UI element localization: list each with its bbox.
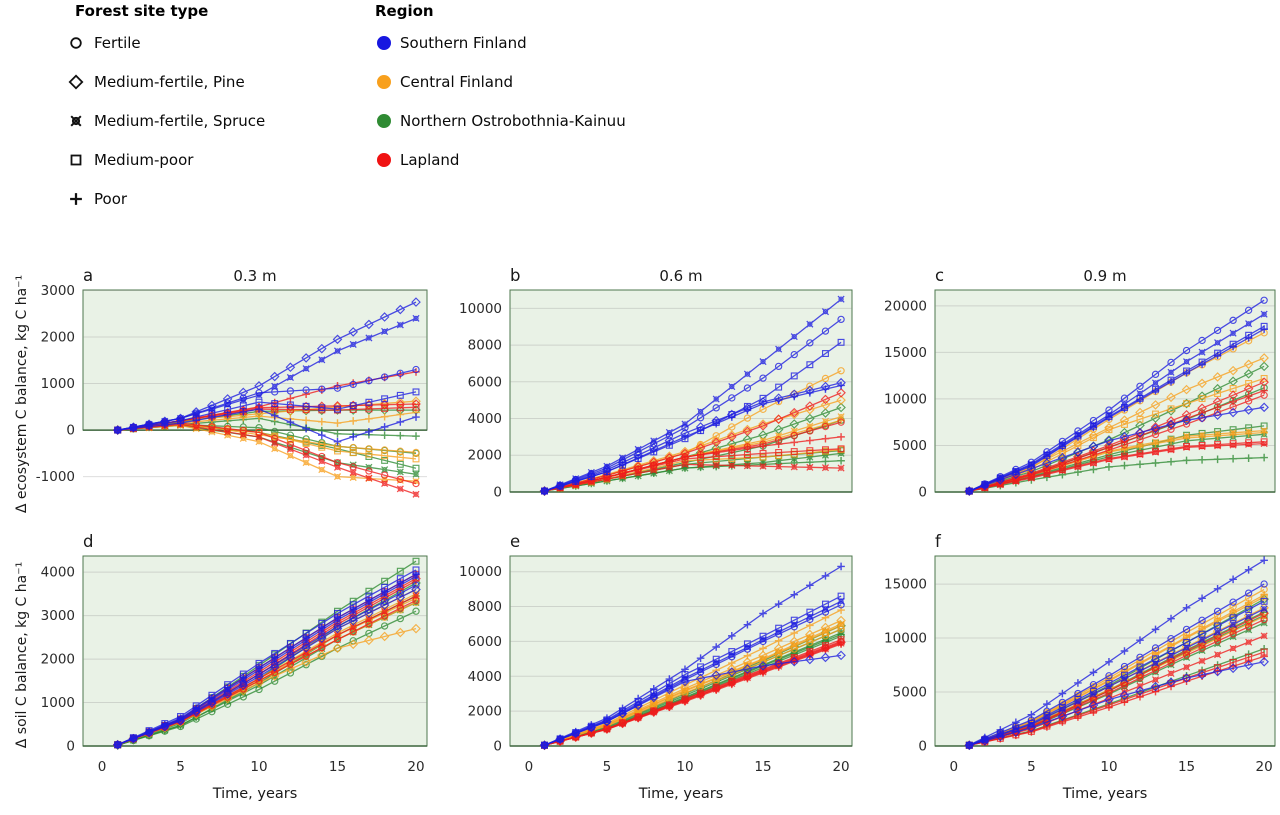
svg-text:0: 0 xyxy=(918,738,927,754)
svg-text:15: 15 xyxy=(1178,759,1195,775)
svg-text:10: 10 xyxy=(250,759,267,775)
svg-text:20: 20 xyxy=(832,759,849,775)
svg-text:2000: 2000 xyxy=(468,704,502,720)
svg-text:2000: 2000 xyxy=(41,652,75,668)
legend-label: Fertile xyxy=(94,34,141,52)
legend-label: Medium-poor xyxy=(94,151,194,169)
svg-text:8000: 8000 xyxy=(468,338,502,354)
pine-diamond-icon xyxy=(66,72,86,92)
svg-text:4000: 4000 xyxy=(468,411,502,427)
svg-text:3000: 3000 xyxy=(41,283,75,299)
svg-text:10: 10 xyxy=(1100,759,1117,775)
panel-a-chart: -1000 0 1000 2000 3000 a 0.3 m xyxy=(13,260,433,534)
svg-text:3000: 3000 xyxy=(41,608,75,624)
svg-text:Time, years: Time, years xyxy=(638,786,724,802)
svg-text:15000: 15000 xyxy=(884,345,927,361)
svg-text:0: 0 xyxy=(98,759,107,775)
panel-e-chart: 0 2000 4000 6000 8000 10000 e 0 5 10 15 20 Time, yea… xyxy=(440,526,858,812)
panel-b-chart: 0 2000 4000 6000 8000 10000 b 0.6 m xyxy=(440,260,858,534)
legend-label: Central Finland xyxy=(400,73,513,91)
svg-text:10000: 10000 xyxy=(459,301,502,317)
legend-label: Poor xyxy=(94,190,128,208)
svg-text:4000: 4000 xyxy=(468,669,502,685)
svg-text:0.3 m: 0.3 m xyxy=(233,267,276,285)
svg-text:15: 15 xyxy=(754,759,771,775)
svg-text:f: f xyxy=(935,532,942,551)
northern-ostrobothnia-dot-icon xyxy=(377,114,391,128)
svg-text:1000: 1000 xyxy=(41,695,75,711)
medium-poor-square-icon xyxy=(66,150,86,170)
svg-text:5: 5 xyxy=(1027,759,1036,775)
svg-text:6000: 6000 xyxy=(468,374,502,390)
svg-text:20: 20 xyxy=(1256,759,1273,775)
poor-plus-icon xyxy=(66,189,86,209)
legend-item-southern-finland: Southern Finland xyxy=(377,31,527,55)
svg-text:20000: 20000 xyxy=(884,298,927,314)
svg-text:Time, years: Time, years xyxy=(212,786,298,802)
legend-item-medium-fertile-pine: Medium-fertile, Pine xyxy=(66,70,245,94)
svg-text:0: 0 xyxy=(493,739,502,755)
legend-label: Southern Finland xyxy=(400,34,527,52)
svg-text:5000: 5000 xyxy=(893,438,927,454)
svg-text:1000: 1000 xyxy=(41,376,75,392)
panel-d-chart: 0 1000 2000 3000 4000 d 0 5 10 15 20 Time, years xyxy=(13,526,433,812)
legend-site-title: Forest site type xyxy=(75,2,209,20)
svg-text:a: a xyxy=(83,266,93,285)
legend-item-medium-fertile-spruce: Medium-fertile, Spruce xyxy=(66,109,265,133)
panel-c-chart: 0 5000 10000 15000 20000 c 0.9 m xyxy=(865,260,1280,534)
legend-label: Northern Ostrobothnia-Kainuu xyxy=(400,112,626,130)
svg-text:0.6 m: 0.6 m xyxy=(659,267,702,285)
svg-text:-1000: -1000 xyxy=(36,469,75,485)
svg-text:8000: 8000 xyxy=(468,599,502,615)
legend-label: Medium-fertile, Pine xyxy=(94,73,245,91)
svg-text:15: 15 xyxy=(329,759,346,775)
svg-text:10000: 10000 xyxy=(459,564,502,580)
svg-text:0: 0 xyxy=(918,485,927,501)
central-finland-dot-icon xyxy=(377,75,391,89)
svg-text:15000: 15000 xyxy=(884,577,927,593)
svg-text:c: c xyxy=(935,266,944,285)
legend-item-lapland: Lapland xyxy=(377,148,459,172)
svg-text:5: 5 xyxy=(176,759,185,775)
svg-text:0: 0 xyxy=(949,759,958,775)
legend-item-fertile: Fertile xyxy=(66,31,141,55)
spruce-cross-circle-icon xyxy=(66,111,86,131)
svg-text:10: 10 xyxy=(676,759,693,775)
svg-text:2000: 2000 xyxy=(468,448,502,464)
svg-text:2000: 2000 xyxy=(41,329,75,345)
svg-text:b: b xyxy=(510,266,520,285)
svg-text:0: 0 xyxy=(525,759,534,775)
svg-text:Time, years: Time, years xyxy=(1062,786,1148,802)
svg-text:10000: 10000 xyxy=(884,631,927,647)
legend-label: Lapland xyxy=(400,151,460,169)
svg-text:0: 0 xyxy=(66,423,75,439)
svg-text:6000: 6000 xyxy=(468,634,502,650)
svg-text:0.9 m: 0.9 m xyxy=(1083,267,1126,285)
svg-text:0: 0 xyxy=(66,739,75,755)
legend-item-northern-ostrobothnia-kainuu: Northern Ostrobothnia-Kainuu xyxy=(377,109,626,133)
panel-f-chart: 0 5000 10000 15000 f 0 5 10 15 20 Time, years xyxy=(865,526,1280,812)
southern-finland-dot-icon xyxy=(377,36,391,50)
svg-text:e: e xyxy=(510,532,520,551)
lapland-dot-icon xyxy=(377,153,391,167)
svg-text:4000: 4000 xyxy=(41,565,75,581)
legend-region: Region Southern Finland Central Finland … xyxy=(375,2,705,182)
svg-text:5000: 5000 xyxy=(893,685,927,701)
legend-forest-site-type: Forest site type Fertile Medium-fertile,… xyxy=(68,2,365,217)
legend-label: Medium-fertile, Spruce xyxy=(94,112,266,130)
legend-item-central-finland: Central Finland xyxy=(377,70,513,94)
svg-text:5: 5 xyxy=(603,759,612,775)
svg-text:10000: 10000 xyxy=(884,391,927,407)
legend-item-medium-poor: Medium-poor xyxy=(66,148,193,172)
fertile-circle-icon xyxy=(66,33,86,53)
legend-region-title: Region xyxy=(375,2,434,20)
svg-text:20: 20 xyxy=(407,759,424,775)
legend-item-poor: Poor xyxy=(66,187,127,211)
svg-text:0: 0 xyxy=(493,484,502,500)
svg-text:d: d xyxy=(83,532,93,551)
